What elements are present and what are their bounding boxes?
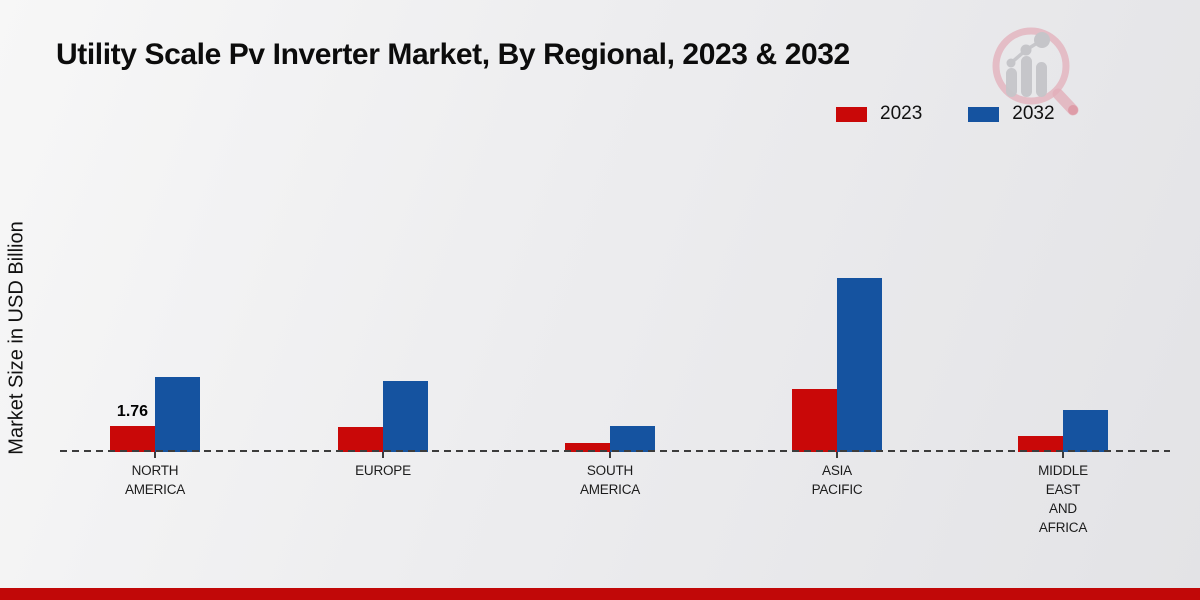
axis-tick bbox=[609, 452, 611, 458]
bar-2032-middle-east-and-africa bbox=[1063, 410, 1108, 452]
magnifier-lens-icon bbox=[992, 27, 1070, 105]
logo-bars-icon bbox=[1006, 56, 1047, 97]
legend-label: 2032 bbox=[1012, 103, 1055, 124]
axis-tick bbox=[154, 452, 156, 458]
category-label-europe: EUROPE bbox=[355, 463, 411, 478]
legend-label: 2023 bbox=[880, 103, 923, 124]
bar-2023-europe bbox=[338, 427, 383, 452]
legend-item-2032: 2032 bbox=[968, 103, 1055, 125]
category-label-asia-pacific: ASIA PACIFIC bbox=[811, 463, 863, 497]
axis-tick bbox=[836, 452, 838, 458]
bar-2023-north-america bbox=[110, 426, 155, 452]
bottom-red-strip bbox=[0, 588, 1200, 600]
legend-swatch-icon bbox=[968, 106, 1000, 122]
bar-2032-asia-pacific bbox=[837, 278, 882, 452]
category-label-middle-east-and-africa: MIDDLE EAST AND AFRICA bbox=[1038, 463, 1088, 535]
y-axis-label: Market Size in USD Billion bbox=[5, 221, 28, 455]
bar-2023-south-america bbox=[565, 443, 610, 452]
legend-item-2023: 2023 bbox=[836, 103, 922, 125]
legend: 2023 2032 bbox=[836, 103, 1055, 125]
x-axis-line bbox=[60, 450, 1170, 452]
bar-2032-north-america bbox=[155, 377, 200, 452]
axis-tick bbox=[1062, 452, 1064, 458]
category-label-south-america: SOUTH AMERICA bbox=[579, 463, 641, 497]
axis-tick bbox=[382, 452, 384, 458]
category-label-north-america: NORTH AMERICA bbox=[124, 463, 186, 497]
bar-value-label: 1.76 bbox=[116, 403, 149, 420]
legend-swatch-icon bbox=[836, 106, 867, 122]
bar-2023-asia-pacific bbox=[792, 389, 837, 452]
magnifier-handle-tip bbox=[1068, 105, 1078, 115]
bar-2023-middle-east-and-africa bbox=[1018, 436, 1063, 452]
logo-trend-icon bbox=[1006, 32, 1050, 68]
watermark-magnifier-logo bbox=[992, 27, 1079, 116]
chart-title: Utility Scale Pv Inverter Market, By Reg… bbox=[56, 38, 850, 71]
bar-2032-south-america bbox=[610, 426, 655, 452]
bar-2032-europe bbox=[383, 381, 428, 452]
